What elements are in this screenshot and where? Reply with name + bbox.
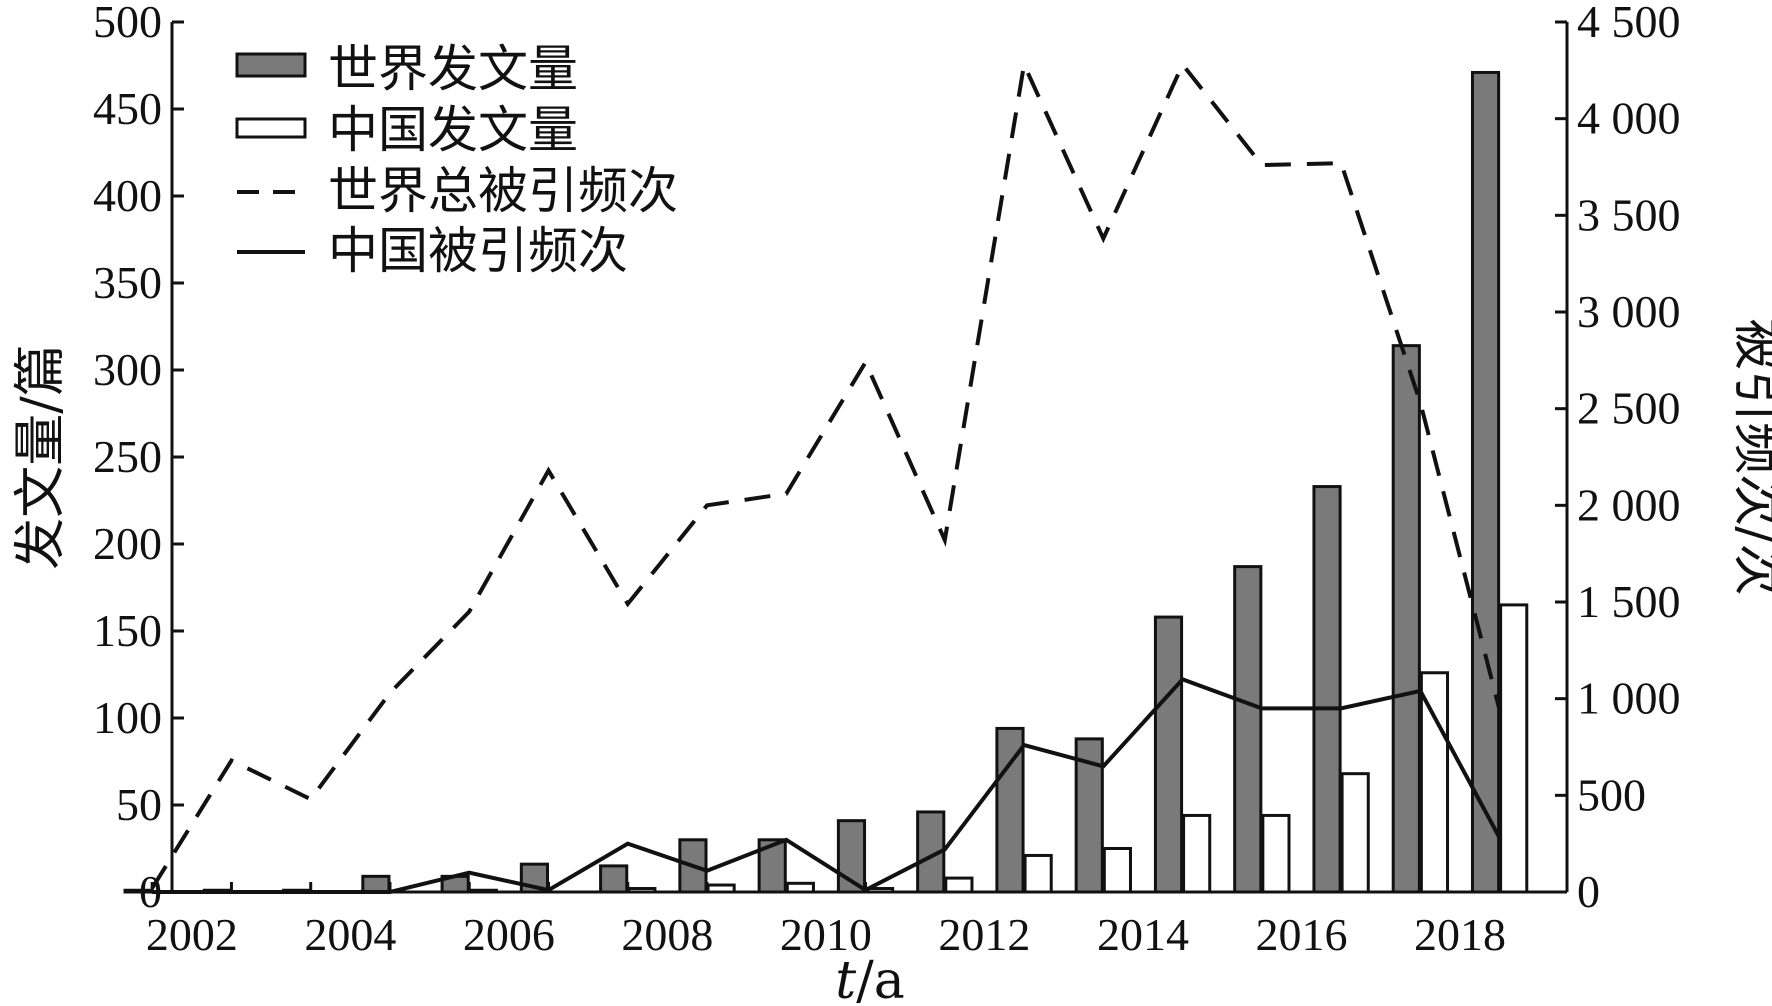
x-tick-label: 2004 [304,909,396,960]
x-axis-title-unit: /a [856,951,905,1006]
legend-label-china-line: 中国被引频次 [328,222,628,280]
world-publication-bar [361,874,391,894]
world-publication-bar [1391,344,1421,894]
left-y-tick-label: 100 [93,692,162,743]
right-y-tick-label: 500 [1577,769,1646,820]
x-tick-label: 2002 [146,909,238,960]
right-y-tick-label: 1 000 [1577,673,1681,724]
left-y-tick-label: 150 [93,605,162,656]
left-y-tick-label: 500 [93,0,162,47]
x-tick-label: 2008 [621,909,713,960]
x-tick-label: 2010 [780,909,872,960]
world-publication-bar [1233,565,1263,894]
world-publication-bar [1470,70,1501,894]
china-publication-bar [1261,813,1291,894]
x-axis-title: t/a [835,951,904,1006]
right-y-tick-label: 3 000 [1577,286,1681,337]
legend-label-world-bars: 世界发文量 [328,40,578,98]
left-y-tick-label: 350 [93,257,162,308]
right-y-tick-label: 4 500 [1577,0,1681,47]
left-y-tick-label: 50 [116,779,162,830]
world-publication-bar [1153,615,1184,894]
world-citation-line-group [150,57,1502,890]
china-publication-bar [1419,671,1450,894]
right-y-tick-label: 4 000 [1577,93,1681,144]
legend-label-china-bars: 中国发文量 [328,101,578,159]
left-y-tick-label: 0 [139,866,162,917]
china-citation-line [152,676,1502,894]
x-tick-label: 2006 [463,909,555,960]
legend: 世界发文量 中国发文量 世界总被引频次 中国被引频次 [235,40,678,280]
china-publication-bar [944,876,974,894]
x-tick-label: 2016 [1255,909,1347,960]
legend-label-world-line: 世界总被引频次 [328,162,678,220]
china-citation-line-group [152,676,1502,894]
china-publication-bar [1340,772,1370,894]
world-citation-line [150,57,1502,890]
left-y-tick-label: 450 [93,83,162,134]
left-y-tick-label: 250 [93,431,162,482]
china-publication-bar [1182,813,1212,894]
x-tick-label: 2012 [938,909,1030,960]
china-publication-bar [1102,847,1132,894]
right-y-tick-label: 0 [1577,866,1600,917]
right-y-tick-label: 2 000 [1577,479,1681,530]
legend-swatch-china-bars [235,117,307,139]
x-axis-title-variable: t [835,951,856,1006]
left-y-ticks: 0 50 100 150 200 250 300 350 400 450 500 [93,0,184,917]
right-y-ticks: 0 500 1 000 1 500 2 000 2 500 3 000 3 500 4 000 4… [1555,0,1681,917]
x-tick-label: 2018 [1414,909,1506,960]
x-tick-label: 2014 [1097,909,1189,960]
legend-swatch-world-bars [235,52,307,78]
x-ticks: 2002 2004 2006 2008 2010 2012 2014 2016 2018 [146,882,1506,960]
right-y-axis-title: 被引频次/次 [1727,318,1772,596]
left-y-axis-title: 发文量/篇 [11,344,71,570]
left-y-tick-label: 300 [93,344,162,395]
right-y-tick-label: 3 500 [1577,189,1681,240]
china-publication-bar [1023,853,1053,894]
left-y-tick-label: 400 [93,170,162,221]
right-y-tick-label: 1 500 [1577,576,1681,627]
world-publication-bar [1312,485,1342,894]
world-publication-bars [123,70,1501,894]
left-y-tick-label: 200 [93,518,162,569]
china-publication-bar [1499,603,1529,894]
right-y-tick-label: 2 500 [1577,383,1681,434]
world-publication-bar [599,864,629,894]
